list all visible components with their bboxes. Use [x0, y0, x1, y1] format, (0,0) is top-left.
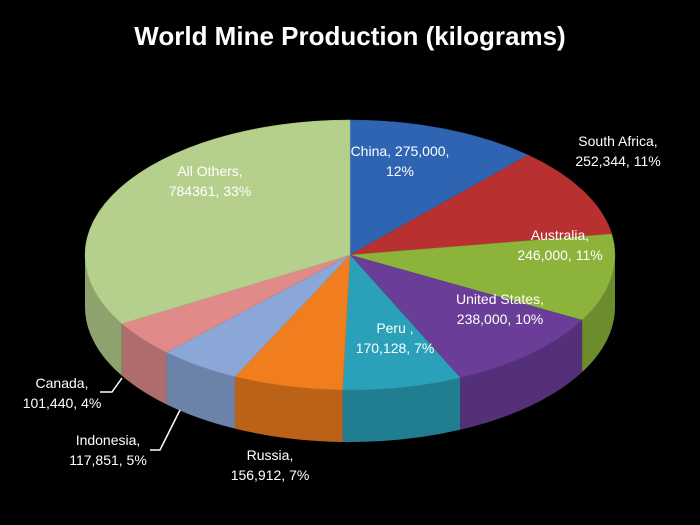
slice-side	[234, 376, 343, 442]
data-label: United States, 238,000, 10%	[456, 291, 544, 327]
data-label: South Africa, 252,344, 11%	[575, 133, 660, 169]
data-label: All Others, 784361, 33%	[169, 163, 252, 199]
data-label-line: 252,344, 11%	[575, 153, 660, 169]
data-label-line: China, 275,000,	[351, 143, 450, 159]
data-label: Canada, 101,440, 4%	[23, 375, 102, 411]
data-label-line: 12%	[386, 163, 414, 179]
slice	[342, 254, 461, 391]
data-label-line: Peru ,	[376, 320, 413, 336]
slice	[349, 119, 529, 256]
data-label: Russia, 156,912, 7%	[231, 447, 310, 483]
slice	[349, 233, 616, 321]
data-label-line: 101,440, 4%	[23, 395, 102, 411]
slice-side	[121, 323, 167, 405]
slice-side	[582, 255, 615, 373]
data-label-line: South Africa,	[578, 133, 657, 149]
leader-line	[150, 409, 181, 451]
data-label-line: 170,128, 7%	[356, 340, 435, 356]
data-label-line: Indonesia,	[76, 432, 141, 448]
data-label-line: 246,000, 11%	[517, 247, 602, 263]
data-label-line: 238,000, 10%	[457, 311, 543, 327]
slice-side	[85, 255, 122, 376]
slice	[84, 119, 351, 324]
data-label-line: 156,912, 7%	[231, 467, 310, 483]
slice	[349, 254, 583, 379]
data-label-line: 117,851, 5%	[69, 452, 147, 468]
data-label-line: All Others,	[177, 163, 242, 179]
slice	[234, 254, 351, 391]
data-label-line: United States,	[456, 291, 544, 307]
slice	[349, 154, 613, 256]
slice-side	[342, 377, 461, 442]
data-label: Australia, 246,000, 11%	[517, 227, 602, 263]
data-label-line: Canada,	[36, 375, 89, 391]
data-label: Indonesia, 117,851, 5%	[69, 432, 147, 468]
data-label: Peru , 170,128, 7%	[356, 320, 435, 356]
data-label: China, 275,000, 12%	[351, 143, 450, 179]
data-label-line: Australia,	[531, 227, 589, 243]
slice-side	[460, 320, 583, 430]
data-label-line: Russia,	[247, 447, 294, 463]
chart-title: World Mine Production (kilograms)	[134, 21, 565, 51]
data-label-line: 784361, 33%	[169, 183, 252, 199]
slice-side	[166, 352, 235, 429]
leader-line	[100, 377, 123, 393]
